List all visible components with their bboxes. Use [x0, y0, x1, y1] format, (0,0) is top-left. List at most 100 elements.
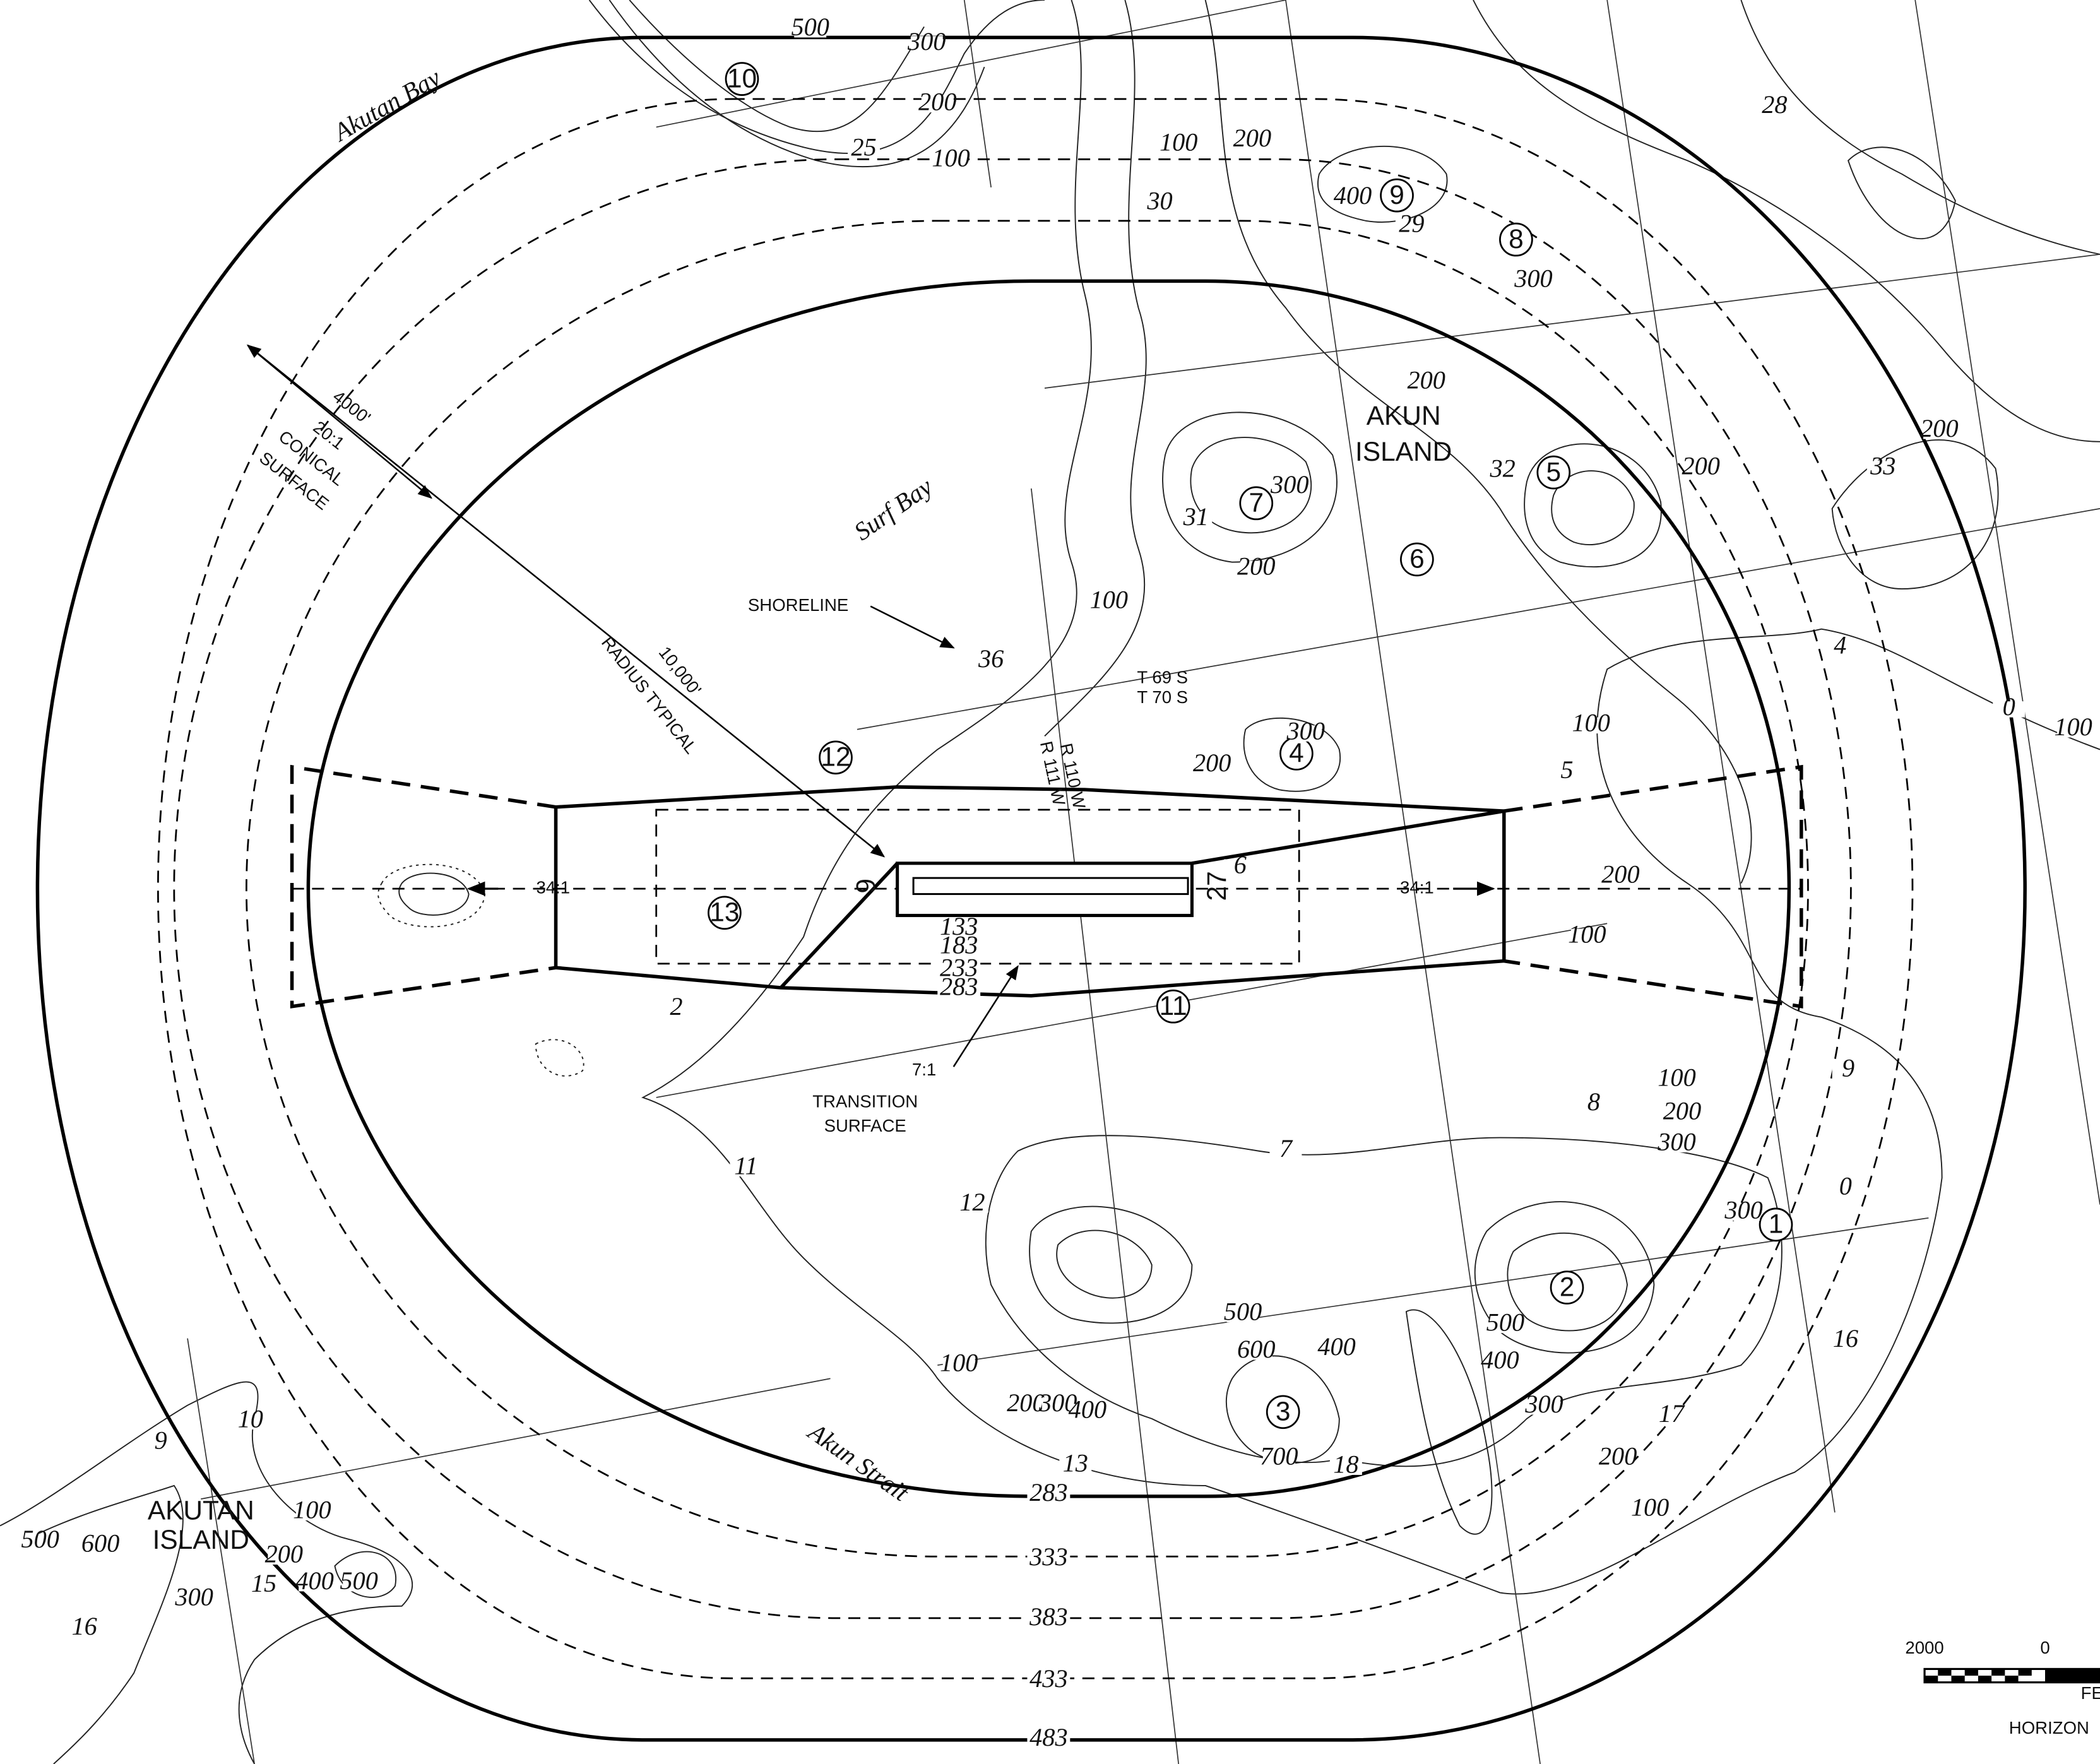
contour-label: 0 [2003, 692, 2015, 721]
label-mask [1489, 1317, 1522, 1334]
annotation: TRANSITION [812, 1092, 918, 1111]
label-mask [660, 1001, 692, 1017]
contour-label: 500 [1486, 1308, 1524, 1337]
label-mask [1226, 1306, 1259, 1323]
obstruction-number: 12 [821, 742, 850, 772]
label-mask [1224, 859, 1257, 875]
label-mask [937, 938, 981, 957]
label-mask [1601, 1450, 1634, 1467]
label-mask [1824, 639, 1856, 656]
surface-elevation: 483 [1029, 1723, 1067, 1751]
obstruction-marker [708, 896, 742, 930]
label-mask [1290, 725, 1322, 742]
township-label: T 69 S [1137, 667, 1188, 687]
scale-label: FE [2081, 1683, 2100, 1703]
surface-elevation: 383 [1029, 1602, 1067, 1631]
contour-label: 100 [1568, 920, 1606, 949]
label-mask [1993, 701, 2026, 718]
contour-label: 100 [1090, 586, 1128, 614]
contour-label: 12 [959, 1188, 985, 1216]
annotation: 7:1 [912, 1060, 936, 1079]
label-mask [247, 1578, 280, 1594]
obstruction-marker [1156, 989, 1190, 1024]
contour-label: 200 [1233, 124, 1271, 152]
contour-label: 200 [1599, 1442, 1637, 1471]
runway-number: 9 [851, 879, 881, 894]
airspace [35, 35, 2027, 1742]
label-mask [24, 1534, 57, 1550]
label-mask [1517, 273, 1550, 290]
label-mask [975, 653, 1007, 670]
scale-label: 2000 [1905, 1638, 1943, 1657]
label-mask [1829, 1180, 1862, 1197]
contour-label: 300 [174, 1582, 213, 1611]
contour-label: 100 [2054, 713, 2092, 741]
township-label: T 70 S [1137, 687, 1188, 707]
obstruction-marker [1239, 486, 1274, 521]
label-mask [343, 1575, 376, 1592]
label-mask [937, 961, 981, 980]
contour-label: 16 [1833, 1324, 1858, 1353]
contour-label: 300 [1524, 1390, 1563, 1418]
contour-label: 200 [1682, 451, 1719, 480]
scale-label: HORIZON [2009, 1718, 2089, 1737]
scale-bar [1923, 1667, 2100, 1684]
obstruction-number: 3 [1276, 1397, 1291, 1426]
label-mask [1685, 460, 1717, 477]
label-mask [1483, 1354, 1516, 1371]
contour-label: 200 [1237, 552, 1275, 581]
label-mask [1059, 1457, 1092, 1474]
contour-label: 300 [1514, 264, 1552, 293]
contour-label: 29 [1399, 210, 1424, 238]
obstruction-number: 5 [1546, 457, 1562, 487]
contour-label: 200 [1663, 1097, 1701, 1125]
contour-label: 0 [1839, 1171, 1852, 1200]
label-mask [942, 1357, 975, 1373]
label-mask [921, 96, 954, 113]
contour-label: 9 [1842, 1054, 1854, 1082]
obstruction-marker [1536, 455, 1571, 490]
label-mask [794, 21, 827, 38]
annotation: SHORELINE [748, 595, 848, 615]
label-mask [1027, 1610, 1071, 1629]
label-mask [234, 1413, 267, 1430]
obstruction-number: 13 [709, 897, 739, 927]
obstruction-marker [1759, 1207, 1793, 1242]
contour-label: 17 [1659, 1399, 1685, 1428]
obstruction-number: 4 [1289, 738, 1304, 767]
label-mask [1027, 1671, 1071, 1691]
contour-label: 200 [1193, 749, 1231, 777]
label-mask [1240, 1344, 1272, 1360]
label-mask [1009, 1397, 1042, 1414]
annotation: RADIUS TYPICAL [598, 633, 701, 757]
contour-label: 500 [21, 1525, 59, 1553]
obstruction-marker [1400, 542, 1434, 577]
contour-label: 15 [251, 1569, 276, 1597]
obstruction-number: 2 [1560, 1272, 1575, 1301]
contour-label: 31 [1183, 502, 1209, 531]
contour-label: 200 [1920, 414, 1958, 442]
contour-label: 500 [791, 13, 829, 41]
label-mask [1661, 1072, 1693, 1089]
obstruction-number: 11 [1160, 991, 1187, 1021]
obstruction-number: 6 [1409, 544, 1425, 574]
label-mask [1041, 1397, 1074, 1414]
label-mask [1577, 1096, 1610, 1113]
label-mask [1728, 1204, 1760, 1221]
contour-label: 30 [1146, 187, 1172, 215]
contour-label: 13 [1063, 1448, 1088, 1477]
label-mask [1071, 1404, 1104, 1420]
label-mask [935, 152, 967, 169]
contour-label: 11 [734, 1152, 757, 1180]
label-mask [1395, 218, 1428, 235]
place-name: Surf Bay [849, 472, 938, 546]
label-mask [1661, 1136, 1693, 1152]
label-mask [848, 141, 881, 158]
label-mask [1162, 136, 1195, 153]
obstruction-marker [1380, 178, 1414, 213]
obstruction-marker [1499, 222, 1533, 257]
obstruction-marker [1550, 1270, 1584, 1305]
label-mask [299, 1575, 331, 1592]
annotation: 34:1 [1400, 877, 1434, 897]
